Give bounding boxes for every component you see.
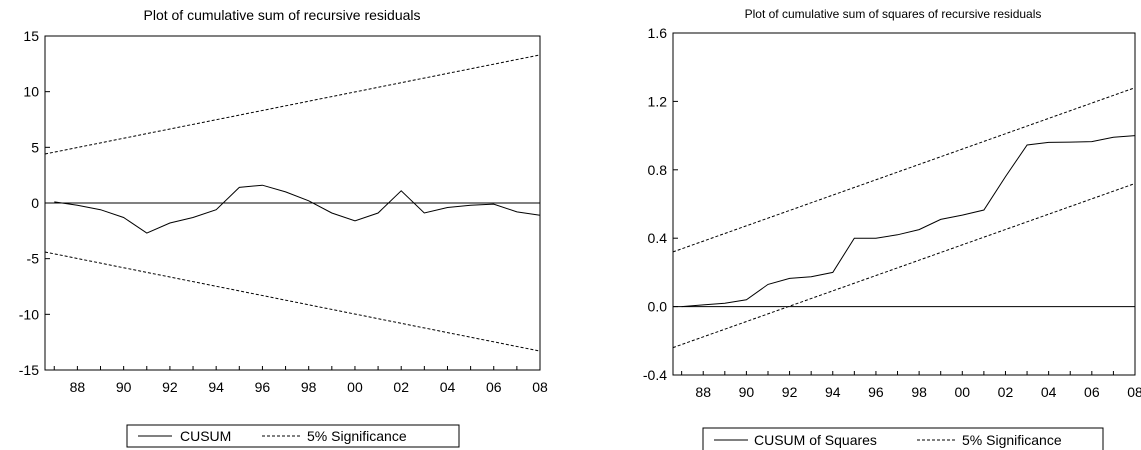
cusum-squares-y-tick-label: 1.2 — [648, 93, 668, 109]
cusum-upper-significance-line — [44, 54, 541, 155]
cusum-squares-upper-significance-line — [672, 87, 1136, 253]
cusum-squares-x-tick-label: 96 — [868, 384, 884, 400]
cusum-squares-x-tick-label: 94 — [825, 384, 841, 400]
cusum-x-tick-label: 08 — [532, 379, 548, 395]
cusum-squares-x-tick-label: 00 — [955, 384, 971, 400]
cusum-squares-x-tick-label: 92 — [782, 384, 798, 400]
cusum-legend: CUSUM 5% Significance — [126, 424, 460, 448]
cusum-squares-series-group — [672, 87, 1136, 349]
cusum-x-tick-label: 06 — [486, 379, 502, 395]
cusum-squares-x-tick-label: 98 — [911, 384, 927, 400]
cusum-squares-x-axis: 88 90 92 94 96 98 00 02 04 06 08 — [681, 371, 1141, 400]
cusum-chart-title: Plot of cumulative sum of recursive resi… — [144, 7, 421, 23]
cusum-squares-legend-box — [702, 427, 1104, 450]
cusum-squares-y-axis: -0.4 0.0 0.4 0.8 1.2 1.6 — [643, 25, 678, 383]
cusum-squares-x-tick-label: 02 — [998, 384, 1014, 400]
cusum-x-tick-label: 02 — [393, 379, 409, 395]
cusum-x-tick-label: 88 — [70, 379, 86, 395]
cusum-lower-significance-line — [44, 251, 541, 352]
cusum-squares-y-tick-label: 1.6 — [648, 25, 668, 41]
cusum-y-tick-label: -5 — [27, 251, 40, 267]
cusum-chart: Plot of cumulative sum of recursive resi… — [19, 7, 548, 448]
cusum-y-tick-label: -10 — [19, 306, 39, 322]
cusum-squares-significance-legend-label: 5% Significance — [962, 432, 1062, 448]
cusum-legend-label: CUSUM — [180, 428, 231, 444]
cusum-x-axis: 88 90 92 94 96 98 00 02 04 06 08 — [53, 366, 548, 395]
cusum-squares-y-tick-label: 0.4 — [648, 230, 668, 246]
cusum-x-tick-label: 04 — [440, 379, 456, 395]
cusum-squares-lower-significance-line — [672, 183, 1136, 349]
cusum-series-group — [44, 54, 541, 352]
cusum-squares-x-tick-label: 04 — [1041, 384, 1057, 400]
cusum-squares-y-tick-label: -0.4 — [643, 367, 667, 383]
cusum-x-tick-label: 96 — [255, 379, 271, 395]
cusum-squares-legend: CUSUM of Squares 5% Significance — [702, 427, 1104, 450]
cusum-squares-x-tick-label: 90 — [739, 384, 755, 400]
cusum-y-tick-label: 15 — [23, 28, 39, 44]
cusum-squares-chart-title: Plot of cumulative sum of squares of rec… — [745, 7, 1042, 21]
cusum-x-tick-label: 98 — [301, 379, 317, 395]
cusum-squares-y-tick-label: 0.0 — [648, 299, 668, 315]
cusum-y-tick-label: 0 — [31, 195, 39, 211]
cusum-x-tick-label: 92 — [162, 379, 178, 395]
cusum-squares-x-tick-label: 08 — [1127, 384, 1141, 400]
cusum-squares-plot-frame — [672, 32, 1136, 376]
cusum-series-line — [54, 184, 541, 234]
cusum-squares-legend-label: CUSUM of Squares — [754, 432, 877, 448]
cusum-y-tick-label: 5 — [31, 139, 39, 155]
cusum-squares-y-tick-label: 0.8 — [648, 162, 668, 178]
cusum-x-tick-label: 94 — [208, 379, 224, 395]
cusum-y-tick-label: -15 — [19, 362, 39, 378]
cusum-y-tick-label: 10 — [23, 84, 39, 100]
cusum-squares-x-tick-label: 88 — [695, 384, 711, 400]
cusum-squares-x-tick-label: 06 — [1084, 384, 1100, 400]
cusum-x-tick-label: 90 — [116, 379, 132, 395]
cusum-squares-chart: Plot of cumulative sum of squares of rec… — [643, 7, 1141, 450]
cusum-squares-series-line — [681, 135, 1136, 308]
cusum-significance-legend-label: 5% Significance — [307, 428, 407, 444]
cusum-x-tick-label: 00 — [347, 379, 363, 395]
cusum-y-axis: -15 -10 -5 0 5 10 15 — [19, 28, 50, 378]
